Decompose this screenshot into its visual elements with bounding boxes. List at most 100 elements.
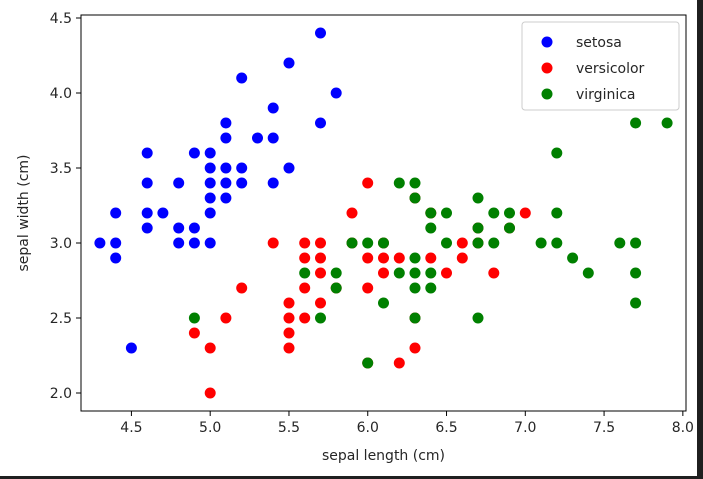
y-tick-label-2: 3.0 bbox=[50, 236, 72, 252]
x-tick-label-1: 5.0 bbox=[199, 420, 221, 436]
point-virginica-43 bbox=[661, 117, 673, 129]
point-versicolor-1 bbox=[204, 387, 216, 399]
point-setosa-11 bbox=[173, 222, 185, 234]
point-setosa-14 bbox=[188, 222, 200, 234]
point-versicolor-35 bbox=[441, 267, 452, 279]
point-versicolor-37 bbox=[456, 237, 468, 249]
point-virginica-27 bbox=[472, 192, 484, 204]
y-tick-label-3: 3.5 bbox=[50, 161, 72, 177]
point-setosa-3 bbox=[110, 207, 122, 219]
point-virginica-20 bbox=[425, 222, 437, 234]
point-setosa-23 bbox=[220, 177, 232, 189]
point-setosa-22 bbox=[220, 192, 232, 204]
point-virginica-9 bbox=[378, 237, 389, 249]
point-versicolor-17 bbox=[315, 237, 326, 249]
legend-box bbox=[521, 21, 680, 111]
y-axis-label: sepal width (cm) bbox=[16, 154, 32, 271]
point-virginica-26 bbox=[472, 222, 484, 234]
point-virginica-10 bbox=[393, 267, 405, 279]
points-layer bbox=[94, 27, 673, 399]
point-setosa-27 bbox=[236, 177, 248, 189]
point-setosa-15 bbox=[188, 147, 200, 159]
point-virginica-0 bbox=[188, 312, 200, 324]
point-virginica-7 bbox=[362, 237, 374, 249]
point-versicolor-0 bbox=[188, 327, 200, 339]
legend-entry-virginica: virginica bbox=[541, 87, 636, 103]
point-setosa-25 bbox=[220, 132, 232, 144]
point-virginica-8 bbox=[378, 297, 389, 309]
legend-entry-versicolor: versicolor bbox=[541, 61, 645, 77]
point-setosa-12 bbox=[173, 177, 185, 189]
point-virginica-17 bbox=[409, 177, 421, 189]
point-virginica-41 bbox=[630, 237, 642, 249]
point-versicolor-23 bbox=[362, 252, 374, 264]
point-virginica-31 bbox=[504, 207, 515, 219]
legend-label-setosa: setosa bbox=[576, 35, 622, 51]
point-versicolor-36 bbox=[456, 252, 468, 264]
y-tick-label-1: 2.5 bbox=[50, 311, 72, 327]
point-versicolor-6 bbox=[283, 342, 295, 354]
point-setosa-19 bbox=[204, 177, 216, 189]
point-versicolor-26 bbox=[378, 252, 389, 264]
y-tick-label-0: 2.0 bbox=[50, 386, 72, 402]
point-versicolor-30 bbox=[409, 342, 421, 354]
point-versicolor-9 bbox=[283, 297, 295, 309]
point-setosa-34 bbox=[283, 162, 295, 174]
point-virginica-23 bbox=[441, 207, 452, 219]
point-virginica-11 bbox=[393, 177, 405, 189]
point-setosa-30 bbox=[252, 132, 263, 144]
point-versicolor-7 bbox=[283, 327, 295, 339]
point-virginica-40 bbox=[630, 267, 642, 279]
point-setosa-35 bbox=[283, 57, 295, 69]
point-setosa-1 bbox=[110, 252, 122, 264]
point-versicolor-4 bbox=[236, 282, 248, 294]
point-versicolor-25 bbox=[378, 267, 389, 279]
point-versicolor-28 bbox=[393, 357, 405, 369]
point-versicolor-3 bbox=[220, 312, 232, 324]
point-versicolor-14 bbox=[315, 297, 326, 309]
point-versicolor-24 bbox=[362, 177, 374, 189]
point-virginica-30 bbox=[504, 222, 515, 234]
legend-label-virginica: virginica bbox=[576, 87, 636, 103]
x-tick-label-3: 6.0 bbox=[357, 420, 379, 436]
point-setosa-38 bbox=[330, 87, 342, 99]
legend-label-versicolor: versicolor bbox=[576, 61, 645, 77]
point-setosa-9 bbox=[157, 207, 169, 219]
point-versicolor-40 bbox=[488, 267, 500, 279]
point-versicolor-2 bbox=[204, 342, 216, 354]
point-setosa-33 bbox=[267, 102, 279, 114]
x-axis-label: sepal length (cm) bbox=[322, 448, 445, 464]
point-virginica-22 bbox=[441, 237, 452, 249]
x-tick-label-0: 4.5 bbox=[120, 420, 142, 436]
point-setosa-17 bbox=[204, 207, 216, 219]
y-axis: 2.0 2.5 3.0 3.5 4.0 4.5 bbox=[50, 11, 81, 402]
point-setosa-0 bbox=[94, 237, 106, 249]
point-versicolor-20 bbox=[346, 207, 358, 219]
point-virginica-18 bbox=[425, 282, 437, 294]
point-virginica-14 bbox=[409, 267, 421, 279]
point-setosa-26 bbox=[220, 117, 232, 129]
x-tick-label-5: 7.0 bbox=[514, 420, 536, 436]
y-tick-label-4: 4.0 bbox=[50, 86, 72, 102]
x-tick-label-2: 5.5 bbox=[278, 420, 300, 436]
x-tick-label-6: 7.5 bbox=[593, 420, 615, 436]
point-virginica-1 bbox=[299, 267, 311, 279]
point-setosa-10 bbox=[173, 237, 185, 249]
legend-entry-setosa: setosa bbox=[541, 35, 622, 51]
point-versicolor-11 bbox=[299, 282, 311, 294]
point-setosa-36 bbox=[315, 117, 326, 129]
series-virginica bbox=[188, 117, 673, 369]
point-setosa-28 bbox=[236, 162, 248, 174]
point-versicolor-12 bbox=[299, 252, 311, 264]
point-virginica-3 bbox=[330, 282, 342, 294]
point-virginica-24 bbox=[472, 312, 484, 324]
x-tick-label-7: 8.0 bbox=[672, 420, 694, 436]
point-setosa-5 bbox=[141, 222, 153, 234]
point-setosa-37 bbox=[315, 27, 326, 39]
point-virginica-34 bbox=[551, 207, 563, 219]
point-virginica-19 bbox=[425, 267, 437, 279]
point-virginica-15 bbox=[409, 252, 421, 264]
legend: setosa versicolor virginica bbox=[521, 21, 680, 111]
x-axis: 4.5 5.0 5.5 6.0 6.5 7.0 7.5 8.0 bbox=[120, 411, 694, 436]
